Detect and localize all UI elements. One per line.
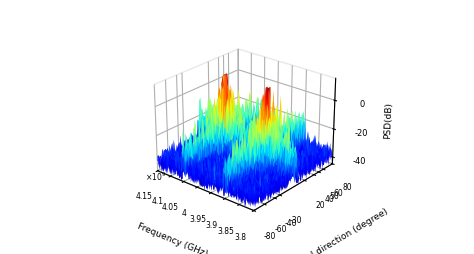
Y-axis label: Spatial direction (degree): Spatial direction (degree) bbox=[285, 206, 390, 254]
X-axis label: Frequency (GHz): Frequency (GHz) bbox=[136, 221, 209, 254]
